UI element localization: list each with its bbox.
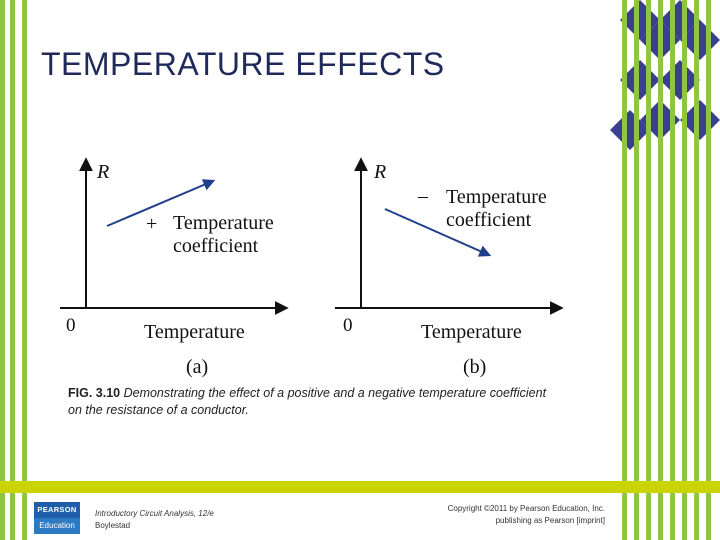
negative-sign: – (417, 185, 429, 207)
panel-a-y-label: R (96, 161, 109, 183)
panel-b-y-label: R (373, 161, 386, 183)
panel-b-label: (b) (463, 356, 486, 378)
left-stripe-2 (10, 0, 15, 540)
panel-b-origin: 0 (343, 315, 353, 336)
green-stripes (622, 0, 711, 540)
positive-coefficient-arrow (106, 179, 216, 227)
pearson-logo: PEARSON Education (34, 502, 80, 534)
slide-title: TEMPERATURE EFFECTS (41, 46, 445, 82)
logo-wordmark: PEARSON (34, 502, 80, 518)
panel-a-annotation-line2: coefficient (173, 235, 259, 257)
panel-b-annotation-line2: coefficient (446, 209, 532, 231)
panel-a-x-label: Temperature (144, 321, 245, 343)
book-title: Introductory Circuit Analysis, 12/e (95, 509, 214, 518)
left-stripe-1 (0, 0, 5, 540)
copyright-line-2: publishing as Pearson [imprint] (495, 516, 605, 525)
footer-bar (0, 481, 720, 493)
panel-a-origin: 0 (66, 315, 76, 336)
figure-caption-text: Demonstrating the effect of a positive a… (68, 386, 547, 417)
panel-a-label: (a) (186, 356, 208, 378)
logo-subtitle: Education (34, 518, 80, 534)
figure-caption: FIG. 3.10 Demonstrating the effect of a … (68, 385, 558, 419)
panel-a-annotation-line1: Temperature (173, 212, 274, 234)
left-stripe-3 (22, 0, 27, 540)
negative-coefficient-arrow (384, 208, 492, 257)
panel-a: R 0 Temperature + Temperature coefficien… (60, 157, 289, 378)
panel-b-annotation-line1: Temperature (446, 186, 547, 208)
copyright-line-1: Copyright ©2011 by Pearson Education, In… (447, 504, 605, 513)
positive-sign: + (146, 213, 157, 235)
copyright: Copyright ©2011 by Pearson Education, In… (410, 503, 605, 527)
panel-b: R 0 Temperature – Temperature coefficien… (335, 157, 564, 378)
right-decoration (610, 0, 720, 540)
book-author: Boylestad (95, 521, 131, 530)
book-info: Introductory Circuit Analysis, 12/e Boyl… (95, 508, 214, 532)
figure-caption-label: FIG. 3.10 (68, 386, 121, 400)
panel-b-x-label: Temperature (421, 321, 522, 343)
